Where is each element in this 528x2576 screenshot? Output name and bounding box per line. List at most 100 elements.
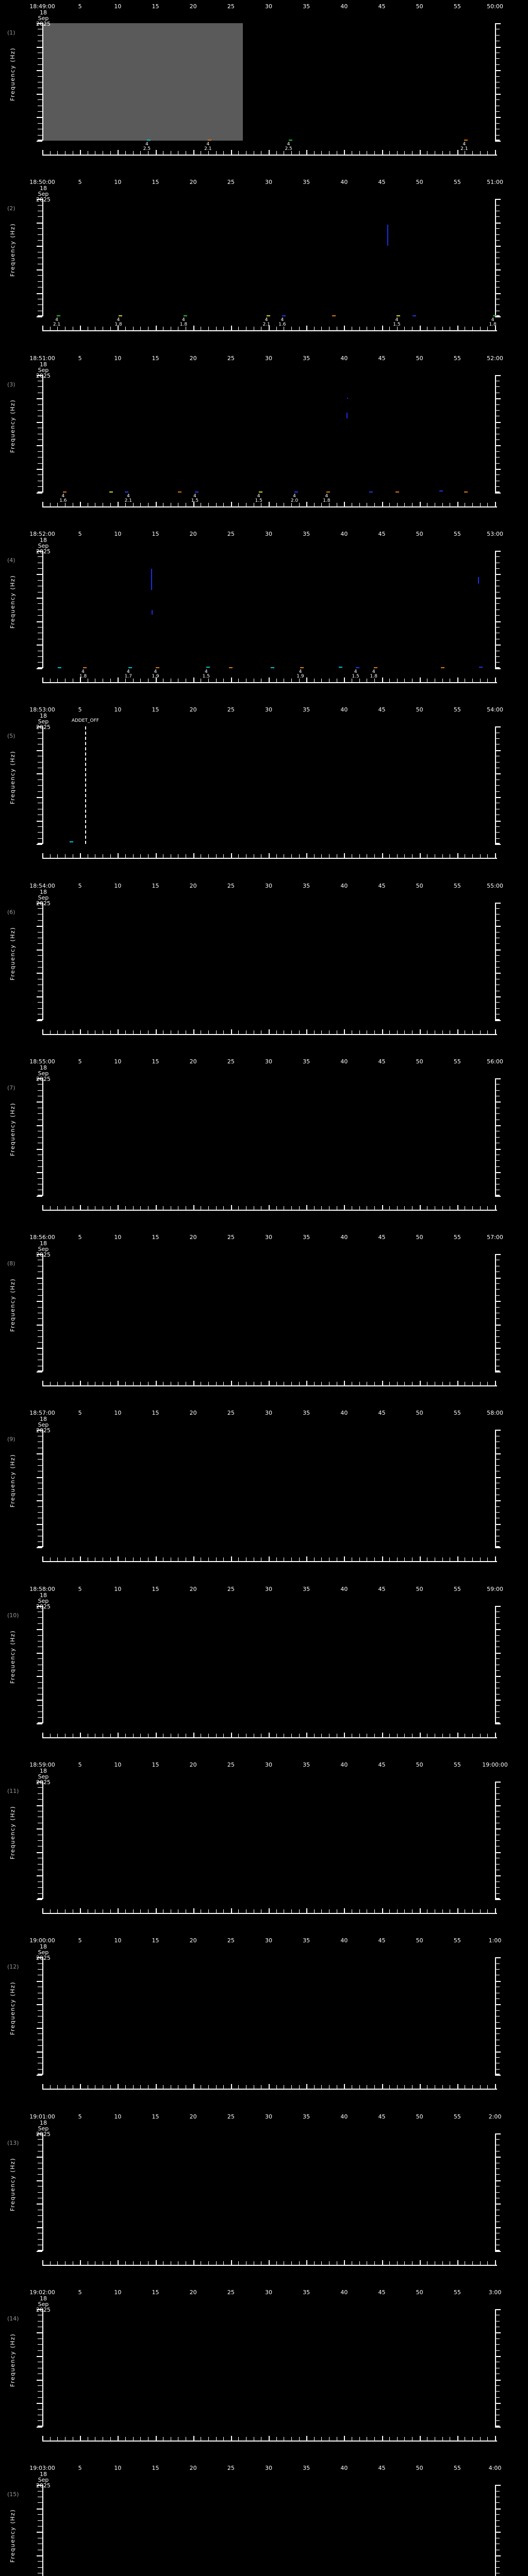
date-line: 2025	[36, 196, 51, 204]
wwlln-distance: 1.6	[59, 498, 67, 503]
time-tick-label: 35	[303, 1937, 310, 1944]
y-tick-minor-right	[495, 2057, 500, 2058]
y-tick-minor-right	[495, 2409, 500, 2410]
time-tick-minor	[133, 2261, 134, 2265]
y-tick-minor	[38, 1178, 42, 1179]
time-tick-minor	[291, 854, 292, 858]
wwlln-stroke-label: 4 2.5	[285, 142, 292, 151]
date-line: 18	[40, 1064, 47, 1071]
wwlln-distance: 1.5	[202, 673, 210, 679]
y-tick-major-right	[495, 2508, 501, 2510]
wwlln-stroke-label: 4 1.5	[202, 669, 210, 679]
y-tick-major	[37, 1500, 42, 1502]
y-tick-minor	[38, 1969, 42, 1970]
wwlln-count: 4	[145, 142, 148, 147]
time-tick-major	[419, 2084, 421, 2089]
y-tick-minor	[38, 1623, 42, 1624]
wwlln-count: 4	[154, 669, 157, 674]
time-tick-minor	[321, 1030, 322, 1034]
time-tick-minor	[299, 327, 300, 331]
y-tick-minor-right	[495, 2069, 500, 2070]
time-tick-major	[80, 150, 81, 155]
y-tick-minor	[38, 64, 42, 65]
time-tick-minor	[110, 678, 111, 682]
y-tick-major	[37, 1700, 42, 1701]
time-tick-label: 35	[303, 530, 310, 537]
y-tick-major	[37, 2555, 42, 2556]
panel-number: (6)	[7, 908, 15, 916]
y-tick-major	[37, 2004, 42, 2006]
date-stack: 18 Sep 2025	[36, 1241, 51, 1258]
time-tick-label: 40	[340, 1937, 348, 1944]
time-tick-label: 55	[453, 1234, 461, 1241]
time-tick-minor	[223, 151, 224, 155]
y-tick-minor-right	[495, 2502, 500, 2503]
y-tick-minor	[38, 568, 42, 569]
time-tick-minor	[299, 502, 300, 506]
date-line: 18	[40, 536, 47, 544]
y-tick-minor	[38, 967, 42, 968]
date-line: 18	[40, 2471, 47, 2478]
time-tick-major	[457, 2260, 458, 2265]
axis-cap	[495, 2249, 500, 2251]
time-axis-end-label: 54:00	[487, 706, 503, 714]
sferic-marker	[464, 140, 468, 141]
y-tick-minor	[38, 931, 42, 933]
y-tick-minor	[38, 2561, 42, 2562]
y-tick-major-right	[495, 1652, 501, 1654]
y-tick-major	[37, 2332, 42, 2334]
time-axis-start-label: 18:51:00	[29, 354, 55, 362]
y-tick-major	[37, 973, 42, 974]
y-tick-major-right	[495, 2332, 501, 2334]
y-tick-minor	[38, 35, 42, 36]
time-tick-major	[118, 2435, 119, 2441]
time-tick-label: 15	[152, 1585, 159, 1592]
y-axis-left	[42, 1605, 43, 1723]
y-tick-minor	[38, 2420, 42, 2421]
time-tick-label: 55	[453, 530, 461, 537]
time-tick-major	[155, 2260, 157, 2265]
time-tick-label: 50	[416, 1761, 423, 1768]
y-tick-minor-right	[495, 609, 500, 610]
y-tick-major	[37, 2157, 42, 2158]
y-tick-minor-right	[495, 1711, 500, 1712]
plot-area: 10008006004002000	[37, 902, 501, 1021]
time-tick-label: 30	[265, 2465, 272, 2472]
time-tick-minor	[57, 502, 58, 506]
panel-number: (5)	[7, 733, 15, 740]
time-tick-label: 15	[152, 1410, 159, 1417]
wwlln-distance: 2.1	[124, 498, 132, 503]
time-tick-minor	[208, 678, 209, 682]
time-tick-minor	[404, 1030, 405, 1034]
y-tick-major	[37, 2051, 42, 2053]
panel-number: (1)	[7, 29, 15, 36]
time-tick-minor	[299, 854, 300, 858]
sferic-marker	[439, 490, 443, 492]
date-stack: 18 Sep 2025	[36, 1768, 51, 1785]
time-axis-line	[42, 1561, 497, 1563]
time-tick-minor	[140, 327, 141, 331]
spectrogram-panel: (10) Frequency (Hz) 10008006004002000 18:58…	[0, 1583, 528, 1758]
y-tick-minor	[38, 2168, 42, 2169]
wwlln-stroke-label: 4 1.8	[323, 494, 330, 503]
y-tick-minor	[38, 580, 42, 581]
time-tick-minor	[140, 678, 141, 682]
time-tick-major	[230, 1029, 232, 1034]
y-tick-major	[37, 117, 42, 118]
y-tick-minor-right	[495, 1893, 500, 1894]
time-tick-label: 15	[152, 2289, 159, 2296]
y-tick-major	[37, 1453, 42, 1454]
time-tick-major	[306, 2260, 308, 2265]
time-tick-label: 10	[114, 2113, 122, 2120]
time-tick-minor	[276, 327, 277, 331]
plot-area: 10008006004002000	[37, 23, 501, 142]
wwlln-stroke-label: 4 1.5	[352, 669, 359, 679]
time-tick-major	[269, 1381, 270, 1386]
time-tick-major	[155, 150, 157, 155]
time-tick-minor	[276, 854, 277, 858]
time-axis	[42, 1732, 497, 1738]
y-tick-minor-right	[495, 76, 500, 77]
y-tick-major	[37, 1348, 42, 1349]
time-tick-minor	[291, 1030, 292, 1034]
plot-area: 10008006004002000	[37, 1605, 501, 1724]
